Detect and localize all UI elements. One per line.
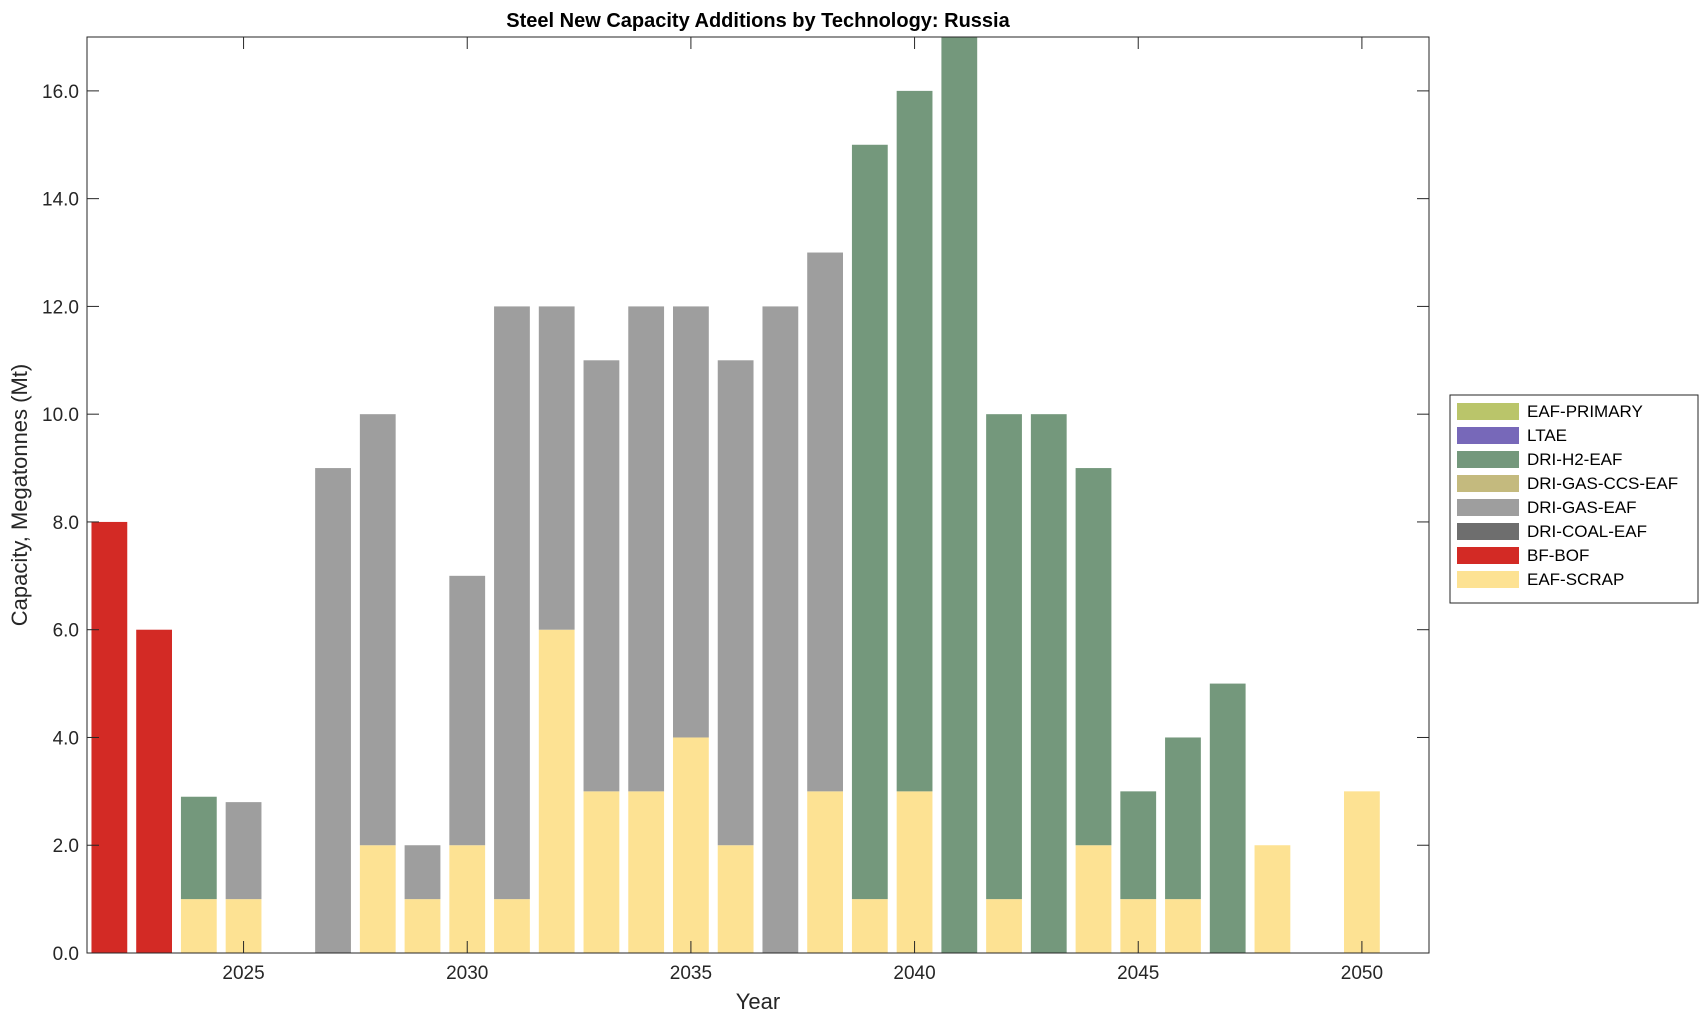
y-tick-label: 0.0	[53, 944, 79, 965]
y-tick-label: 8.0	[53, 513, 79, 534]
bar-dri-gas-eaf-2030	[449, 575, 486, 846]
legend-swatch-dri-gas-ccs-eaf	[1457, 475, 1519, 492]
x-tick-label: 2045	[1117, 963, 1159, 984]
bar-eaf-scrap-2031	[494, 899, 530, 953]
x-tick-label: 2030	[446, 963, 488, 984]
bar-eaf-scrap-2040	[896, 791, 933, 953]
legend-swatch-dri-gas-eaf	[1457, 499, 1519, 516]
legend: EAF-PRIMARY LTAE DRI-H2-EAF DRI-GAS-CCS-EAF…	[1449, 394, 1699, 604]
legend-label-eaf-primary: EAF-PRIMARY	[1527, 402, 1643, 421]
bar-dri-gas-eaf-2038	[807, 252, 843, 792]
bar-dri-h2-eaf-2045	[1120, 791, 1157, 900]
y-axis-label: Capacity, Megatonnes (Mt)	[7, 364, 32, 626]
bar-dri-gas-eaf-2032	[538, 306, 575, 630]
bar-eaf-scrap-2044	[1075, 845, 1112, 953]
x-tick-label: 2050	[1341, 963, 1383, 984]
bar-eaf-scrap-2042	[986, 899, 1022, 953]
legend-swatch-dri-h2-eaf	[1457, 451, 1519, 468]
bar-eaf-scrap-2030	[449, 845, 486, 953]
legend-swatch-eaf-scrap	[1457, 571, 1519, 588]
x-tick-label: 2025	[222, 963, 264, 984]
legend-label-ltae: LTAE	[1527, 426, 1567, 445]
bar-eaf-scrap-2029	[404, 899, 441, 953]
legend-swatch-dri-coal-eaf	[1457, 523, 1519, 540]
y-tick-label: 12.0	[42, 297, 79, 318]
y-tick-label: 14.0	[42, 190, 79, 211]
legend-label-bf-bof: BF-BOF	[1527, 546, 1589, 565]
bar-eaf-scrap-2035	[673, 737, 709, 953]
bar-dri-h2-eaf-2041	[941, 37, 978, 953]
bar-dri-h2-eaf-2046	[1165, 737, 1201, 900]
bar-dri-gas-eaf-2033	[583, 360, 620, 792]
bar-eaf-scrap-2038	[807, 791, 843, 953]
legend-label-dri-h2-eaf: DRI-H2-EAF	[1527, 450, 1622, 469]
bar-dri-h2-eaf-2043	[1030, 414, 1067, 953]
legend-label-eaf-scrap: EAF-SCRAP	[1527, 570, 1624, 589]
plot-area-frame	[86, 36, 1430, 954]
bar-dri-h2-eaf-2040	[896, 90, 933, 792]
bar-dri-h2-eaf-2044	[1075, 468, 1112, 846]
bar-eaf-scrap-2024	[180, 899, 217, 953]
bar-dri-gas-eaf-2027	[315, 468, 351, 953]
bar-eaf-scrap-2033	[583, 791, 620, 953]
bar-eaf-scrap-2036	[717, 845, 754, 953]
legend-label-dri-gas-eaf: DRI-GAS-EAF	[1527, 498, 1637, 517]
legend-swatch-ltae	[1457, 427, 1519, 444]
bar-dri-h2-eaf-2039	[851, 144, 888, 900]
bar-eaf-scrap-2039	[851, 899, 888, 953]
bar-dri-h2-eaf-2047	[1209, 683, 1246, 953]
bar-dri-gas-eaf-2028	[359, 414, 396, 846]
y-tick-label: 16.0	[42, 82, 79, 103]
x-axis: 2025 2030 2035 2040 2045 2050	[222, 37, 1383, 984]
bar-eaf-scrap-2034	[628, 791, 665, 953]
y-axis: 0.0 2.0 4.0 6.0 8.0 10.0 12.0 14.0 16.0	[42, 82, 1429, 965]
bar-dri-gas-eaf-2029	[404, 845, 441, 900]
bar-eaf-scrap-2050	[1344, 791, 1380, 953]
x-tick-label: 2040	[893, 963, 935, 984]
bar-dri-gas-eaf-2036	[717, 360, 754, 846]
y-tick-label: 2.0	[53, 836, 79, 857]
legend-label-dri-gas-ccs-eaf: DRI-GAS-CCS-EAF	[1527, 474, 1678, 493]
y-tick-label: 10.0	[42, 405, 79, 426]
legend-label-dri-coal-eaf: DRI-COAL-EAF	[1527, 522, 1647, 541]
bar-eaf-scrap-2032	[538, 629, 575, 953]
x-tick-label: 2035	[670, 963, 712, 984]
y-tick-label: 4.0	[53, 728, 79, 749]
bar-eaf-scrap-2048	[1254, 845, 1291, 953]
bar-dri-gas-eaf-2031	[494, 306, 530, 900]
bar-dri-gas-eaf-2035	[673, 306, 709, 738]
y-tick-label: 6.0	[53, 621, 79, 642]
bar-dri-gas-eaf-2034	[628, 306, 665, 792]
x-axis-label: Year	[736, 989, 780, 1014]
legend-swatch-eaf-primary	[1457, 403, 1519, 420]
legend-swatch-bf-bof	[1457, 547, 1519, 564]
bar-eaf-scrap-2046	[1165, 899, 1201, 953]
bar-dri-gas-eaf-2037	[762, 306, 799, 953]
bar-dri-h2-eaf-2024	[180, 796, 217, 900]
bar-eaf-scrap-2028	[359, 845, 396, 953]
bar-dri-h2-eaf-2042	[986, 414, 1022, 900]
bar-dri-gas-eaf-2025	[225, 802, 262, 900]
chart-title: Steel New Capacity Additions by Technolo…	[506, 10, 1010, 32]
bar-bf-bof-2023	[136, 629, 172, 953]
bars-group	[91, 37, 1380, 953]
